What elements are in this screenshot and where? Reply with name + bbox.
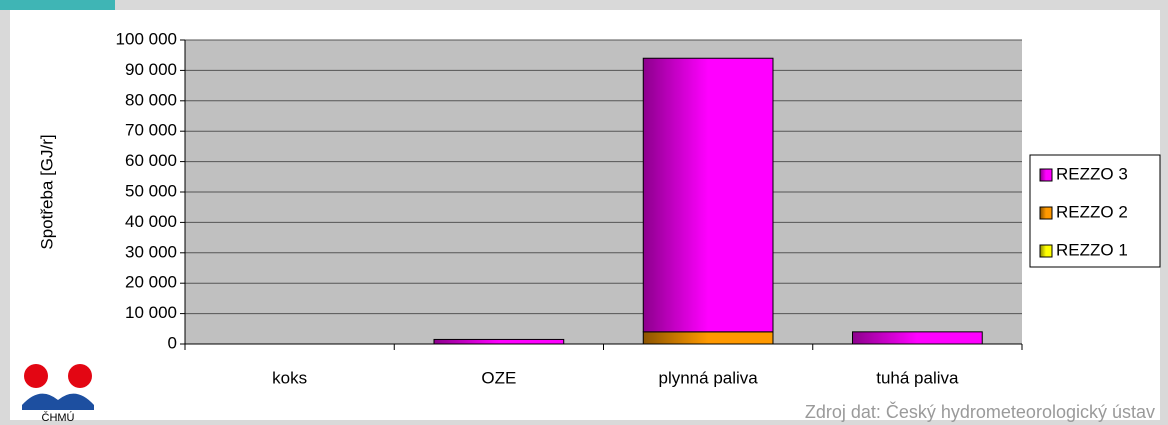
logo-circle bbox=[68, 364, 92, 388]
y-tick-label: 30 000 bbox=[125, 242, 177, 261]
source: Zdroj dat: Český hydrometeorologický úst… bbox=[805, 401, 1155, 422]
y-tick-label: 40 000 bbox=[125, 212, 177, 231]
legend-label: REZZO 1 bbox=[1056, 240, 1128, 259]
y-tick-label: 90 000 bbox=[125, 60, 177, 79]
x-tick-label: tuhá paliva bbox=[876, 368, 959, 387]
y-tick-label: 100 000 bbox=[116, 29, 177, 48]
bar-shade bbox=[852, 331, 918, 344]
logo: ČHMÚ bbox=[22, 364, 94, 424]
logo-circle bbox=[24, 364, 48, 388]
logo-wave bbox=[22, 393, 94, 410]
legend-swatch-shade bbox=[1040, 245, 1046, 257]
legend-swatch-shade bbox=[1040, 169, 1046, 181]
bar-segment-group bbox=[642, 331, 774, 345]
x-tick-label: plynná paliva bbox=[659, 368, 759, 387]
legend-label: REZZO 2 bbox=[1056, 202, 1128, 221]
y-tick-label: 80 000 bbox=[125, 90, 177, 109]
bar-shade bbox=[643, 331, 709, 344]
y-tick-label: 70 000 bbox=[125, 121, 177, 140]
bar-segment-group bbox=[852, 331, 983, 345]
y-axis-label: Spotřeba [GJ/r] bbox=[37, 134, 56, 249]
bar-segment-group bbox=[642, 57, 774, 333]
bar-shade bbox=[643, 58, 709, 332]
y-tick-label: 20 000 bbox=[125, 273, 177, 292]
x-tick-label: OZE bbox=[481, 368, 516, 387]
bar-shade bbox=[434, 339, 499, 344]
legend-label: REZZO 3 bbox=[1056, 164, 1128, 183]
y-tick-label: 50 000 bbox=[125, 181, 177, 200]
x-tick-label: koks bbox=[272, 368, 307, 387]
y-tick-label: 0 bbox=[168, 333, 177, 352]
tab bbox=[0, 0, 115, 10]
legend-swatch-shade bbox=[1040, 207, 1046, 219]
y-tick-label: 60 000 bbox=[125, 151, 177, 170]
logo-text: ČHMÚ bbox=[42, 411, 75, 424]
bar-segment-group bbox=[433, 338, 565, 345]
y-tick-label: 10 000 bbox=[125, 303, 177, 322]
